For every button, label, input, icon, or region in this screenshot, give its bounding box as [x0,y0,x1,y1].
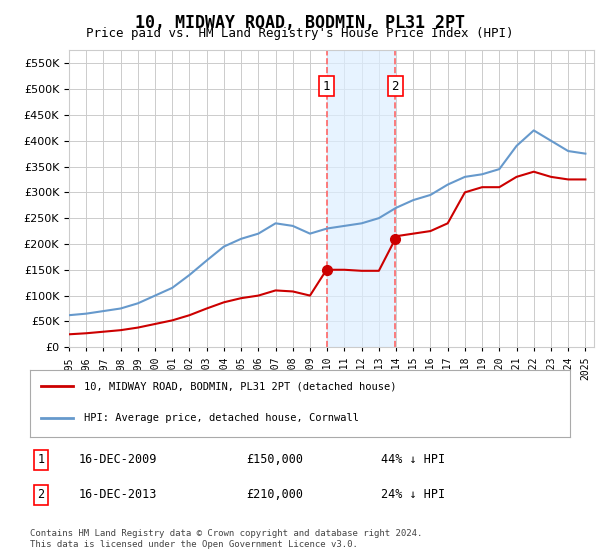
Text: 24% ↓ HPI: 24% ↓ HPI [381,488,445,501]
Text: Contains HM Land Registry data © Crown copyright and database right 2024.
This d: Contains HM Land Registry data © Crown c… [30,529,422,549]
Text: 10, MIDWAY ROAD, BODMIN, PL31 2PT: 10, MIDWAY ROAD, BODMIN, PL31 2PT [135,14,465,32]
Text: 1: 1 [323,80,330,92]
Text: 2: 2 [392,80,399,92]
Text: HPI: Average price, detached house, Cornwall: HPI: Average price, detached house, Corn… [84,413,359,423]
Text: Price paid vs. HM Land Registry's House Price Index (HPI): Price paid vs. HM Land Registry's House … [86,27,514,40]
Text: 1: 1 [37,453,44,466]
Text: £210,000: £210,000 [246,488,303,501]
Text: 2: 2 [37,488,44,501]
Text: 10, MIDWAY ROAD, BODMIN, PL31 2PT (detached house): 10, MIDWAY ROAD, BODMIN, PL31 2PT (detac… [84,381,397,391]
Text: 16-DEC-2009: 16-DEC-2009 [79,453,157,466]
Bar [326,50,395,347]
Text: 16-DEC-2013: 16-DEC-2013 [79,488,157,501]
Text: 44% ↓ HPI: 44% ↓ HPI [381,453,445,466]
Text: £150,000: £150,000 [246,453,303,466]
